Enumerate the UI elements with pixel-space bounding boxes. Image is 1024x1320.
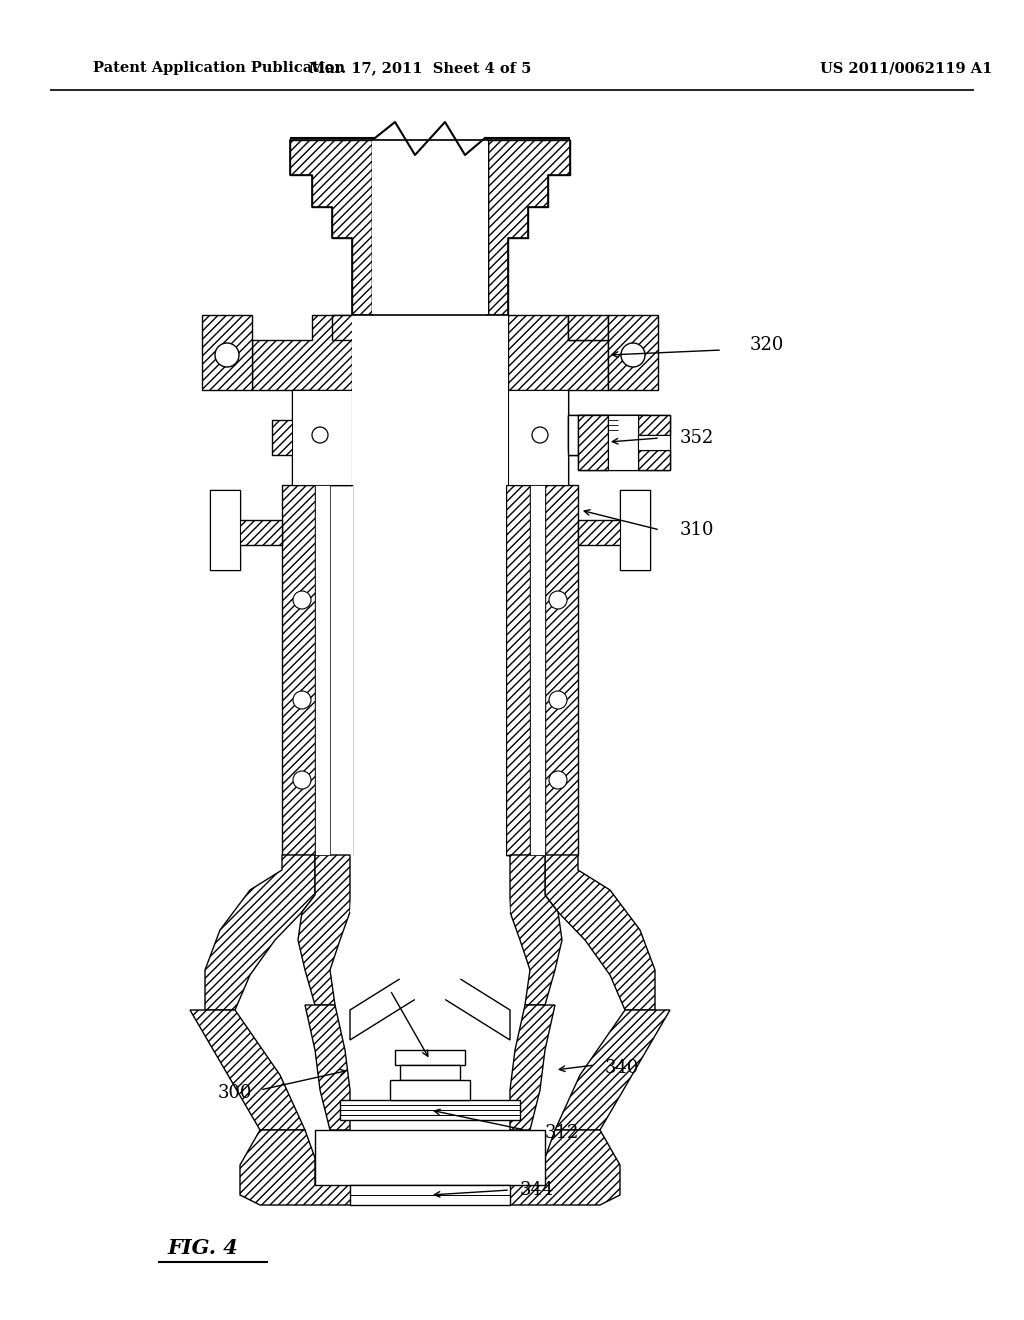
Text: 300: 300 xyxy=(218,1084,253,1102)
Polygon shape xyxy=(508,389,588,484)
Polygon shape xyxy=(205,855,315,1010)
Polygon shape xyxy=(578,414,608,470)
Polygon shape xyxy=(530,484,545,855)
Polygon shape xyxy=(210,490,240,570)
Polygon shape xyxy=(354,484,378,855)
Polygon shape xyxy=(495,484,520,855)
Polygon shape xyxy=(305,1005,350,1130)
Polygon shape xyxy=(332,315,372,341)
Polygon shape xyxy=(210,490,282,570)
Polygon shape xyxy=(506,484,530,855)
Text: 310: 310 xyxy=(680,521,715,539)
Polygon shape xyxy=(545,484,578,855)
Circle shape xyxy=(293,690,311,709)
Polygon shape xyxy=(282,484,315,855)
Circle shape xyxy=(549,771,567,789)
Polygon shape xyxy=(350,140,510,1020)
Polygon shape xyxy=(488,140,570,315)
Text: 352: 352 xyxy=(680,429,715,447)
Polygon shape xyxy=(578,414,670,470)
Polygon shape xyxy=(568,414,648,455)
Polygon shape xyxy=(315,1130,545,1185)
Polygon shape xyxy=(340,1100,520,1119)
Polygon shape xyxy=(378,484,506,855)
Circle shape xyxy=(549,591,567,609)
Polygon shape xyxy=(568,414,638,450)
Polygon shape xyxy=(372,140,488,315)
Polygon shape xyxy=(488,140,550,315)
Polygon shape xyxy=(400,1065,460,1080)
Polygon shape xyxy=(345,855,515,1020)
Polygon shape xyxy=(190,1010,305,1130)
Polygon shape xyxy=(252,315,372,484)
Circle shape xyxy=(312,426,328,444)
Polygon shape xyxy=(508,484,568,855)
Polygon shape xyxy=(330,855,530,1030)
Circle shape xyxy=(532,426,548,444)
Polygon shape xyxy=(350,1185,510,1205)
Polygon shape xyxy=(390,1080,470,1100)
Polygon shape xyxy=(292,389,352,484)
Polygon shape xyxy=(240,1130,620,1205)
Text: 320: 320 xyxy=(750,337,784,354)
Polygon shape xyxy=(510,855,562,1005)
Polygon shape xyxy=(638,414,670,436)
Polygon shape xyxy=(618,436,638,455)
Polygon shape xyxy=(545,855,655,1010)
Text: 344: 344 xyxy=(520,1181,554,1199)
Polygon shape xyxy=(638,436,670,450)
Polygon shape xyxy=(638,450,670,470)
Polygon shape xyxy=(488,315,608,484)
Polygon shape xyxy=(588,420,638,455)
Polygon shape xyxy=(508,389,568,484)
Text: FIG. 4: FIG. 4 xyxy=(167,1238,238,1258)
Polygon shape xyxy=(298,855,350,1005)
Text: Mar. 17, 2011  Sheet 4 of 5: Mar. 17, 2011 Sheet 4 of 5 xyxy=(309,61,531,75)
Polygon shape xyxy=(290,140,372,315)
Text: US 2011/0062119 A1: US 2011/0062119 A1 xyxy=(820,61,992,75)
Polygon shape xyxy=(608,414,638,470)
Polygon shape xyxy=(568,315,608,341)
Polygon shape xyxy=(350,960,510,1040)
Circle shape xyxy=(293,591,311,609)
Polygon shape xyxy=(395,1049,465,1065)
Circle shape xyxy=(293,771,311,789)
Polygon shape xyxy=(315,484,330,855)
Circle shape xyxy=(215,343,239,367)
Polygon shape xyxy=(202,315,252,389)
Text: 312: 312 xyxy=(545,1125,580,1142)
Circle shape xyxy=(549,690,567,709)
Polygon shape xyxy=(510,1005,555,1130)
Polygon shape xyxy=(272,389,352,484)
Polygon shape xyxy=(555,1010,670,1130)
Circle shape xyxy=(621,343,645,367)
Polygon shape xyxy=(578,490,650,570)
Polygon shape xyxy=(620,490,650,570)
Polygon shape xyxy=(608,315,658,389)
Text: Patent Application Publication: Patent Application Publication xyxy=(93,61,345,75)
Text: 340: 340 xyxy=(605,1059,639,1077)
